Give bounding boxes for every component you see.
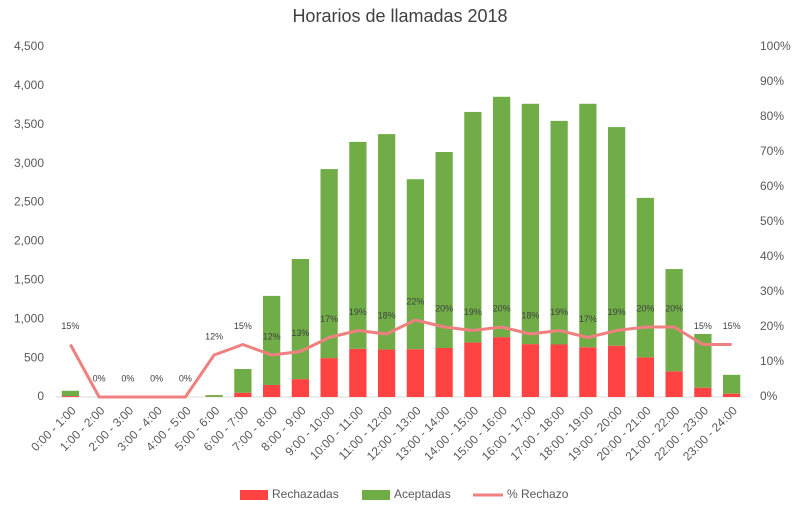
data-label: 12%	[205, 331, 223, 341]
bar	[723, 374, 741, 394]
data-label: 19%	[608, 307, 626, 317]
chart-title: Horarios de llamadas 2018	[292, 6, 507, 26]
y2-tick-label: 50%	[760, 214, 784, 228]
bar	[636, 357, 654, 397]
y-tick-label: 0	[37, 389, 44, 403]
legend-swatch	[240, 490, 268, 500]
y-tick-label: 3,500	[14, 117, 44, 131]
bar	[291, 258, 309, 380]
bar	[665, 371, 683, 397]
y2-tick-label: 70%	[760, 144, 784, 158]
bar	[694, 387, 712, 397]
y2-tick-label: 10%	[760, 354, 784, 368]
data-label: 19%	[464, 307, 482, 317]
y2-tick-label: 100%	[760, 39, 791, 53]
data-label: 0%	[121, 373, 134, 383]
y2-tick-label: 60%	[760, 179, 784, 193]
bar	[406, 179, 424, 350]
legend-swatch	[362, 490, 390, 500]
data-label: 13%	[291, 328, 309, 338]
y2-tick-label: 80%	[760, 109, 784, 123]
y2-tick-label: 30%	[760, 284, 784, 298]
bar	[521, 103, 539, 345]
y2-tick-label: 0%	[760, 389, 778, 403]
bar	[464, 111, 482, 343]
y2-tick-label: 90%	[760, 74, 784, 88]
bar	[263, 295, 281, 385]
data-label: 22%	[406, 296, 424, 306]
data-label: 0%	[150, 373, 163, 383]
bar	[378, 134, 396, 350]
bar	[723, 393, 741, 397]
bar	[291, 379, 309, 397]
data-label: 20%	[636, 303, 654, 313]
y-tick-label: 1,000	[14, 311, 44, 325]
y-tick-label: 2,500	[14, 195, 44, 209]
bar	[349, 141, 367, 349]
y2-tick-label: 20%	[760, 319, 784, 333]
bar	[435, 152, 453, 348]
y-tick-label: 2,000	[14, 234, 44, 248]
bar	[521, 344, 539, 397]
y-tick-label: 3,000	[14, 156, 44, 170]
bar	[263, 384, 281, 397]
bar	[464, 342, 482, 397]
bar	[608, 127, 626, 346]
bar	[493, 96, 511, 338]
bar	[694, 334, 712, 388]
y-tick-label: 4,000	[14, 78, 44, 92]
bar	[579, 103, 597, 348]
data-label: 0%	[93, 373, 106, 383]
data-label: 20%	[493, 303, 511, 313]
bar	[579, 347, 597, 397]
data-label: 17%	[320, 314, 338, 324]
bar	[636, 197, 654, 358]
bar	[550, 344, 568, 397]
bar	[665, 269, 683, 372]
data-label: 15%	[723, 321, 741, 331]
bar	[320, 169, 338, 359]
data-label: 17%	[579, 314, 597, 324]
bar	[550, 120, 568, 345]
data-label: 20%	[435, 303, 453, 313]
data-label: 12%	[263, 331, 281, 341]
bar	[378, 349, 396, 397]
data-label: 15%	[234, 321, 252, 331]
bar	[320, 358, 338, 397]
legend-label: Aceptadas	[394, 487, 451, 501]
bar	[608, 345, 626, 397]
data-label: 20%	[665, 303, 683, 313]
bar	[493, 337, 511, 397]
data-label: 18%	[521, 310, 539, 320]
data-label: 0%	[179, 373, 192, 383]
y-tick-label: 1,500	[14, 273, 44, 287]
bar	[61, 396, 79, 397]
data-label: 19%	[349, 307, 367, 317]
y2-tick-label: 40%	[760, 249, 784, 263]
bar	[406, 349, 424, 397]
bar	[435, 348, 453, 397]
legend-label: Rechazadas	[272, 487, 339, 501]
bar	[205, 395, 223, 397]
data-label: 15%	[61, 321, 79, 331]
y-tick-label: 500	[24, 350, 44, 364]
data-label: 15%	[694, 321, 712, 331]
line	[69, 318, 732, 399]
legend-label: % Rechazo	[507, 487, 569, 501]
bar	[61, 390, 79, 397]
bar	[349, 348, 367, 397]
bar	[234, 369, 252, 393]
y-tick-label: 4,500	[14, 39, 44, 53]
bar	[234, 392, 252, 397]
data-label: 18%	[378, 310, 396, 320]
data-label: 19%	[550, 307, 568, 317]
